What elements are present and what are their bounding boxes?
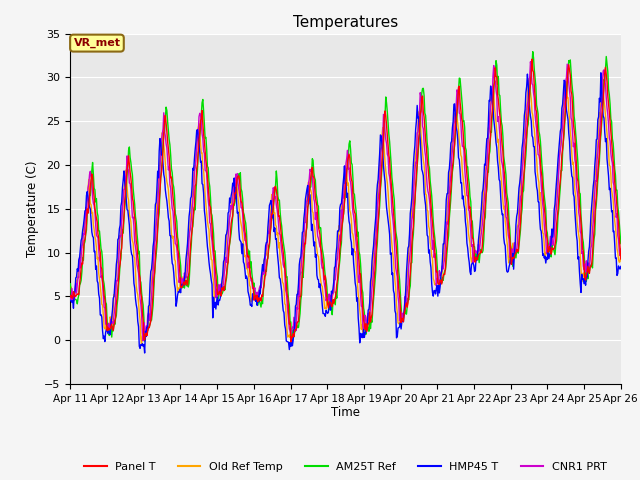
AM25T Ref bbox=[617, 240, 625, 246]
CNR1 PRT bbox=[413, 130, 421, 136]
Old Ref Temp bbox=[617, 251, 625, 256]
X-axis label: Time: Time bbox=[331, 407, 360, 420]
AM25T Ref bbox=[141, 338, 148, 344]
AM25T Ref bbox=[429, 218, 437, 224]
Line: CNR1 PRT: CNR1 PRT bbox=[70, 62, 621, 341]
AM25T Ref bbox=[529, 49, 536, 55]
CNR1 PRT bbox=[429, 238, 437, 243]
Line: Old Ref Temp: Old Ref Temp bbox=[70, 79, 621, 345]
CNR1 PRT bbox=[133, 262, 141, 267]
Old Ref Temp bbox=[77, 253, 84, 259]
Y-axis label: Temperature (C): Temperature (C) bbox=[26, 160, 39, 257]
AM25T Ref bbox=[77, 281, 84, 287]
Panel T bbox=[413, 162, 421, 168]
HMP45 T bbox=[429, 293, 437, 299]
Old Ref Temp bbox=[429, 276, 437, 282]
Legend: Panel T, Old Ref Temp, AM25T Ref, HMP45 T, CNR1 PRT: Panel T, Old Ref Temp, AM25T Ref, HMP45 … bbox=[80, 457, 611, 477]
CNR1 PRT bbox=[140, 338, 147, 344]
Old Ref Temp bbox=[133, 289, 141, 295]
Old Ref Temp bbox=[525, 76, 532, 82]
Panel T bbox=[528, 56, 536, 62]
Old Ref Temp bbox=[67, 294, 74, 300]
Line: AM25T Ref: AM25T Ref bbox=[70, 52, 621, 341]
Panel T bbox=[189, 218, 196, 224]
AM25T Ref bbox=[413, 163, 421, 169]
Panel T bbox=[218, 285, 226, 291]
CNR1 PRT bbox=[190, 188, 198, 193]
CNR1 PRT bbox=[527, 59, 534, 65]
AM25T Ref bbox=[219, 289, 227, 295]
Panel T bbox=[429, 230, 437, 236]
Panel T bbox=[133, 242, 141, 248]
Old Ref Temp bbox=[219, 278, 227, 284]
CNR1 PRT bbox=[67, 295, 74, 300]
Old Ref Temp bbox=[413, 132, 421, 138]
HMP45 T bbox=[77, 246, 84, 252]
Panel T bbox=[67, 294, 74, 300]
CNR1 PRT bbox=[617, 246, 625, 252]
HMP45 T bbox=[133, 306, 141, 312]
Old Ref Temp bbox=[138, 342, 145, 348]
AM25T Ref bbox=[133, 231, 141, 237]
Text: VR_met: VR_met bbox=[74, 38, 120, 48]
HMP45 T bbox=[141, 350, 148, 356]
HMP45 T bbox=[219, 272, 227, 278]
HMP45 T bbox=[597, 70, 605, 76]
Panel T bbox=[617, 256, 625, 262]
Panel T bbox=[77, 275, 84, 280]
Line: Panel T: Panel T bbox=[70, 59, 621, 342]
AM25T Ref bbox=[67, 281, 74, 287]
HMP45 T bbox=[413, 103, 421, 108]
Panel T bbox=[287, 339, 294, 345]
CNR1 PRT bbox=[77, 265, 84, 271]
CNR1 PRT bbox=[219, 284, 227, 289]
Old Ref Temp bbox=[190, 178, 198, 184]
AM25T Ref bbox=[190, 212, 198, 218]
HMP45 T bbox=[190, 167, 198, 173]
HMP45 T bbox=[67, 298, 74, 303]
HMP45 T bbox=[617, 264, 625, 269]
Title: Temperatures: Temperatures bbox=[293, 15, 398, 30]
Line: HMP45 T: HMP45 T bbox=[70, 73, 621, 353]
